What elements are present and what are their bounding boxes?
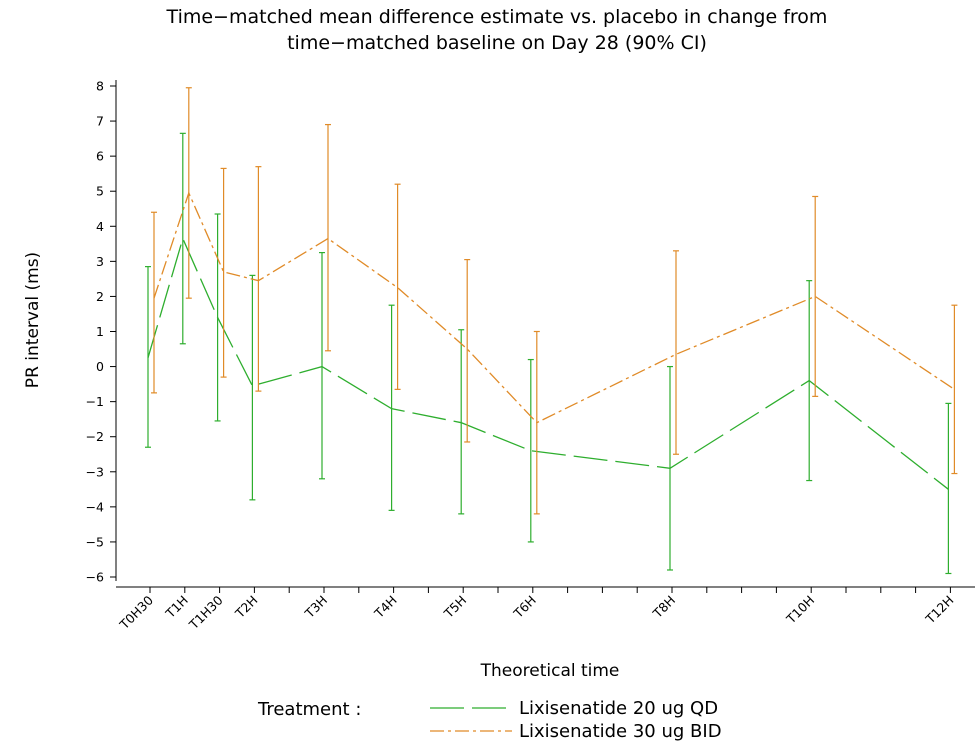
x-tick-label: T2H (232, 593, 261, 622)
error-bar (319, 251, 325, 480)
series-1 (145, 132, 952, 575)
series-2 (151, 87, 958, 515)
y-tick-label: 4 (96, 219, 104, 234)
y-axis-label: PR interval (ms) (23, 252, 43, 388)
y-tick-label: −5 (86, 534, 104, 549)
y-tick-label: −6 (86, 570, 104, 585)
x-tick-label: T10H (783, 593, 818, 628)
x-axis-label: Theoretical time (480, 661, 620, 681)
y-tick-label: −2 (86, 429, 104, 444)
chart-title-line: time−matched baseline on Day 28 (90% CI) (287, 32, 707, 54)
x-tick-label: T0H30 (116, 592, 156, 632)
x-tick-label: T6H (510, 593, 539, 622)
error-bar (951, 304, 958, 475)
error-bar (151, 211, 157, 394)
error-bar (673, 250, 679, 455)
y-tick-label: 7 (96, 114, 104, 129)
legend-item: Lixisenatide 20 ug QD (430, 698, 718, 719)
chart-title-line: Time−matched mean difference estimate vs… (166, 6, 828, 28)
legend-label: Lixisenatide 20 ug QD (519, 698, 718, 719)
y-tick-label: −4 (86, 499, 104, 514)
x-tick-label: T5H (440, 593, 469, 622)
series-line (153, 191, 955, 424)
y-tick-label: −1 (86, 394, 104, 409)
y-tick-label: 0 (96, 359, 104, 374)
error-bar (179, 132, 186, 345)
x-tick-label: T4H (371, 593, 400, 622)
legend-label: Lixisenatide 30 ug BID (519, 721, 722, 742)
error-bar (220, 167, 227, 378)
error-bar (527, 358, 534, 543)
legend: Treatment : Lixisenatide 20 ug QDLixisena… (257, 698, 722, 742)
series-layer (145, 87, 958, 575)
error-bar (458, 329, 465, 515)
x-tick-label: T1H (162, 593, 191, 622)
error-bar (945, 402, 952, 575)
error-bar (394, 183, 401, 390)
y-axis: 8 7 6 5 4 3 2 1 0 −1 −2 −3 −4 −5 −6 (86, 79, 117, 585)
y-tick-label: 1 (96, 324, 104, 339)
error-bar (388, 304, 395, 511)
y-tick-label: 6 (96, 149, 104, 164)
error-bar (255, 166, 262, 392)
x-tick-label: T12H (922, 593, 957, 628)
series-line (147, 236, 949, 490)
chart-title: Time−matched mean difference estimate vs… (166, 6, 828, 54)
error-bar (464, 259, 471, 443)
legend-item: Lixisenatide 30 ug BID (430, 721, 722, 742)
x-tick-label: T8H (649, 593, 678, 622)
y-tick-label: 8 (96, 79, 104, 94)
y-tick-label: 2 (96, 289, 104, 304)
y-tick-label: −3 (86, 464, 104, 479)
y-tick-label: 3 (96, 254, 104, 269)
error-bar (325, 123, 331, 352)
legend-title: Treatment : (257, 699, 361, 720)
y-tick-label: 5 (96, 184, 104, 199)
error-bar (249, 274, 256, 501)
x-tick-label: T3H (301, 593, 330, 622)
error-bar (812, 195, 819, 397)
x-tick-label: T1H30 (185, 592, 225, 632)
